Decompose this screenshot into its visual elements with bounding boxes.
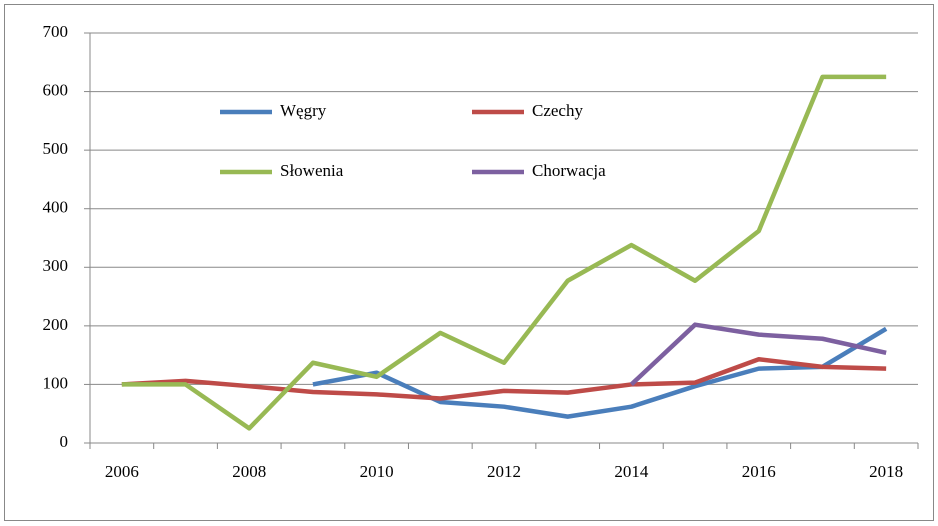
legend-label: Węgry	[280, 101, 327, 120]
series-line	[312, 326, 888, 419]
x-tick-label: 2016	[742, 462, 776, 481]
x-tick-label: 2010	[360, 462, 394, 481]
legend-label: Czechy	[532, 101, 583, 120]
y-tick-label: 600	[43, 80, 69, 99]
x-tick-label: 2014	[614, 462, 649, 481]
x-tick-label: 2018	[869, 462, 903, 481]
y-tick-label: 0	[60, 432, 69, 451]
y-tick-label: 300	[43, 256, 69, 275]
series-line	[121, 74, 887, 431]
y-tick-label: 700	[43, 22, 69, 41]
x-tick-label: 2012	[487, 462, 521, 481]
y-tick-label: 200	[43, 315, 69, 334]
legend-label: Chorwacja	[532, 161, 606, 180]
legend-label: Słowenia	[280, 161, 344, 180]
x-tick-label: 2008	[232, 462, 266, 481]
y-tick-label: 500	[43, 139, 69, 158]
y-tick-label: 400	[43, 198, 69, 217]
series-line	[121, 356, 887, 401]
chart-frame	[4, 4, 934, 521]
y-tick-label: 100	[43, 373, 69, 392]
x-tick-label: 2006	[105, 462, 139, 481]
series-line	[629, 322, 887, 387]
